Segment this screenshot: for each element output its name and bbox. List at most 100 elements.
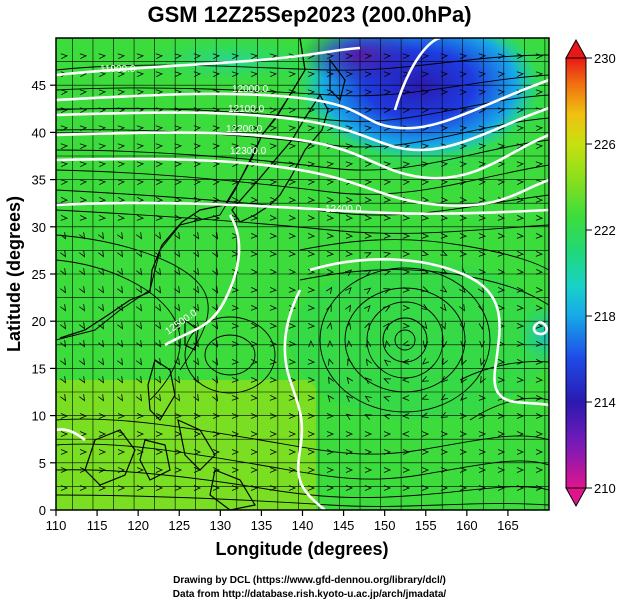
wind-arrowhead <box>98 232 105 240</box>
wind-arrowhead <box>442 358 448 366</box>
wind-arrowhead <box>79 394 86 402</box>
wind-arrowhead <box>383 179 392 186</box>
wind-arrowhead <box>383 306 391 312</box>
wind-arrowhead <box>117 304 124 312</box>
wind-arrowhead <box>98 196 107 203</box>
wind-arrowhead <box>345 304 352 312</box>
wind-arrowhead <box>136 467 145 473</box>
wind-arrowhead <box>516 413 525 419</box>
wind-arrowhead <box>402 269 411 275</box>
wind-arrowhead <box>364 467 373 473</box>
wind-arrowhead <box>98 322 105 330</box>
wind-arrowhead <box>155 143 164 150</box>
wind-arrowhead <box>117 125 126 132</box>
wind-arrowhead <box>136 53 145 60</box>
wind-arrowhead <box>98 449 107 455</box>
wind-arrowhead <box>345 53 354 60</box>
wind-arrowhead <box>459 232 468 239</box>
wind-arrowhead <box>440 107 449 114</box>
y-tick-label: 0 <box>39 503 46 518</box>
wind-arrowhead <box>288 268 297 275</box>
wind-arrowhead <box>459 413 468 419</box>
wind-arrowhead <box>440 71 449 78</box>
wind-arrowhead <box>174 376 181 384</box>
wind-arrowhead <box>174 71 183 78</box>
grid-lines <box>56 38 549 510</box>
wind-arrowhead <box>288 214 297 221</box>
wind-arrowhead <box>136 449 145 455</box>
wind-arrowhead <box>422 340 429 348</box>
wind-arrowhead <box>288 196 297 203</box>
wind-arrowhead <box>269 196 278 203</box>
wind-arrowhead <box>117 196 126 203</box>
wind-arrowhead <box>288 179 297 186</box>
colorbar-gradient <box>565 57 587 489</box>
wind-arrowhead <box>421 53 430 60</box>
wind-arrowhead <box>326 196 335 203</box>
wind-arrowhead <box>136 143 145 150</box>
wind-arrowhead <box>440 125 449 132</box>
wind-arrowhead <box>440 412 448 418</box>
wind-arrowhead <box>383 251 391 258</box>
wind-arrowhead <box>440 89 449 96</box>
x-axis-label: Longitude (degrees) <box>215 539 388 559</box>
wind-arrowhead <box>535 53 544 60</box>
wind-arrowhead <box>535 431 544 437</box>
wind-arrowhead <box>328 376 334 384</box>
wind-arrowhead <box>231 394 240 401</box>
x-tick-label: 120 <box>127 518 149 533</box>
wind-arrowhead <box>516 250 525 257</box>
wind-arrowhead <box>269 214 278 221</box>
wind-arrowhead <box>117 394 124 402</box>
wind-arrowhead <box>421 214 430 221</box>
wind-arrowhead <box>60 250 67 258</box>
wind-arrowhead <box>288 322 297 329</box>
wind-arrowhead <box>269 394 278 401</box>
wind-arrowhead <box>346 395 354 403</box>
wind-arrowhead <box>458 285 466 294</box>
wind-arrowhead <box>345 71 354 78</box>
contour-label: 11900.0 <box>100 64 136 75</box>
wind-arrowhead <box>174 340 181 348</box>
wind-arrowhead <box>402 251 411 257</box>
wind-arrowhead <box>365 358 372 366</box>
x-axis: 110 115 120 125 130 135 140 145 150 155 160 165 <box>46 510 519 533</box>
wind-arrowhead <box>269 467 278 473</box>
x-tick-label: 160 <box>456 518 478 533</box>
wind-arrowhead <box>117 268 124 276</box>
wind-arrowhead <box>345 214 354 221</box>
wind-arrowhead <box>459 107 468 114</box>
wind-arrowhead <box>478 413 487 419</box>
wind-arrowhead <box>269 376 278 383</box>
wind-arrowhead <box>193 250 200 258</box>
wind-arrowhead <box>535 71 544 78</box>
wind-arrowhead <box>250 179 259 186</box>
wind-arrowhead <box>421 322 428 330</box>
wind-arrowhead <box>421 89 430 96</box>
wind-arrowhead <box>307 394 316 401</box>
coastlines <box>59 38 346 510</box>
contour-label: 12300.0 <box>230 146 267 157</box>
wind-arrowhead <box>212 413 221 419</box>
wind-arrowhead <box>364 196 373 203</box>
wind-arrowhead <box>98 286 105 294</box>
wind-arrowhead <box>193 304 200 312</box>
wind-arrowhead <box>117 179 126 186</box>
wind-arrowhead <box>117 340 124 348</box>
wind-arrowhead <box>535 376 544 383</box>
x-tick-label: 115 <box>87 518 108 533</box>
wind-arrowhead <box>250 322 259 329</box>
wind-arrowhead <box>79 431 88 437</box>
wind-arrowhead <box>212 71 221 78</box>
wind-arrowhead <box>516 268 525 275</box>
wind-arrowhead <box>79 340 86 348</box>
wind-arrowhead <box>60 449 69 455</box>
wind-arrowhead <box>383 359 392 367</box>
wind-arrowhead <box>459 161 468 168</box>
wind-arrowhead <box>421 394 429 400</box>
credit-line-1: Drawing by DCL (https://www.gfd-dennou.o… <box>173 575 446 586</box>
wind-arrowhead <box>461 358 467 366</box>
wind-arrowhead <box>60 89 69 96</box>
wind-arrowhead <box>326 214 335 221</box>
wind-arrowhead <box>117 358 124 366</box>
